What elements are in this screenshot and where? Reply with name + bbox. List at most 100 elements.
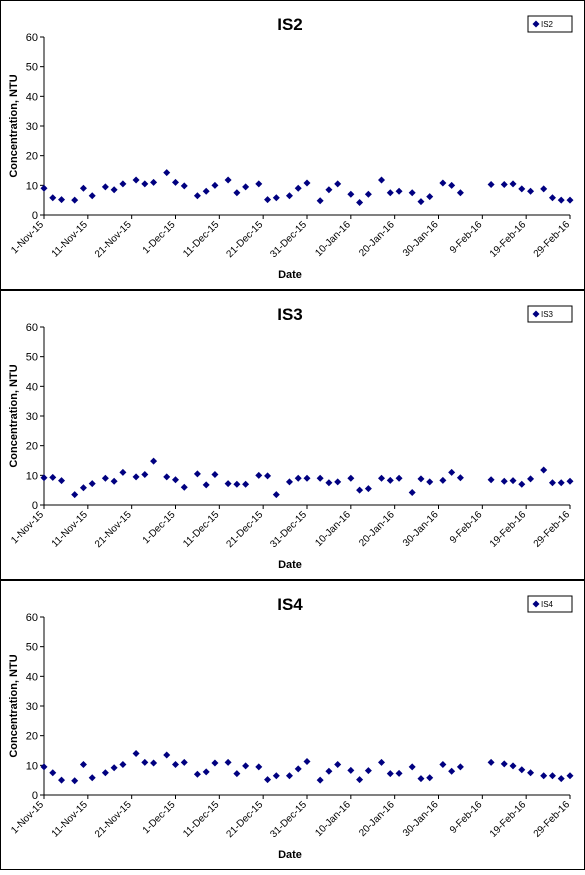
- data-point: [71, 196, 79, 204]
- data-point: [303, 179, 311, 187]
- data-point: [255, 471, 263, 479]
- data-point: [518, 185, 526, 193]
- y-tick-label: 40: [26, 671, 38, 683]
- data-point: [71, 491, 79, 499]
- data-point: [202, 768, 210, 776]
- data-point: [500, 760, 508, 768]
- data-point: [233, 770, 241, 778]
- data-point: [439, 476, 447, 484]
- y-tick-label: 0: [32, 210, 38, 222]
- y-tick-label: 40: [26, 381, 38, 393]
- data-point: [566, 772, 574, 780]
- data-point: [101, 769, 109, 777]
- data-point: [110, 186, 118, 194]
- data-point: [456, 189, 464, 197]
- y-tick-label: 30: [26, 701, 38, 713]
- data-point: [110, 477, 118, 485]
- chart-title: IS4: [277, 595, 303, 614]
- data-point: [172, 760, 179, 768]
- data-point: [233, 189, 241, 197]
- data-point: [303, 757, 311, 765]
- chart-frame: [0, 290, 585, 580]
- data-point: [316, 474, 324, 482]
- data-point: [119, 760, 127, 768]
- data-point: [132, 176, 140, 184]
- data-point: [509, 477, 517, 485]
- data-point: [500, 477, 508, 485]
- data-point: [255, 180, 263, 188]
- data-point: [456, 474, 464, 482]
- data-point: [49, 194, 57, 202]
- data-point: [255, 763, 263, 771]
- data-point: [417, 198, 425, 206]
- data-point: [272, 772, 280, 780]
- data-point: [141, 470, 149, 478]
- data-point: [395, 474, 403, 482]
- data-point: [71, 777, 79, 785]
- data-point: [500, 180, 508, 188]
- data-point: [316, 776, 324, 784]
- data-point: [79, 184, 87, 192]
- data-point: [294, 184, 302, 192]
- y-axis-label: Concentration, NTU: [8, 364, 20, 467]
- data-point: [395, 769, 403, 777]
- legend-box: [527, 595, 573, 613]
- y-tick-label: 30: [26, 121, 38, 133]
- y-tick-label: 10: [26, 760, 38, 772]
- data-point: [386, 770, 394, 778]
- chart-title: IS3: [277, 305, 303, 324]
- x-axis-label: Date: [278, 269, 302, 281]
- chart-frame: [0, 0, 585, 290]
- data-point: [417, 475, 425, 483]
- data-point: [557, 196, 565, 204]
- data-point: [487, 180, 495, 188]
- legend: IS4: [527, 595, 573, 613]
- y-tick-label: 20: [26, 441, 38, 453]
- data-point: [548, 479, 556, 487]
- data-point: [88, 774, 96, 782]
- y-tick-label: 50: [26, 352, 38, 364]
- data-point: [364, 190, 372, 198]
- data-point: [202, 481, 210, 489]
- y-tick-label: 10: [26, 180, 38, 192]
- data-point: [347, 766, 355, 774]
- data-point: [395, 187, 403, 195]
- data-point: [180, 483, 188, 491]
- data-point: [548, 772, 556, 780]
- chart-panel-is3: IS3 0 10 20 30 40 50 60 1-Nov-15 11-Nov-15 21-Nov-…: [0, 290, 585, 580]
- data-point: [408, 189, 416, 197]
- data-point: [426, 478, 434, 486]
- data-point: [426, 193, 434, 201]
- data-point: [172, 178, 179, 186]
- data-point: [79, 760, 87, 768]
- y-tick-label: 60: [26, 322, 38, 334]
- data-point: [518, 480, 526, 488]
- y-tick-label: 10: [26, 470, 38, 482]
- data-point: [180, 182, 188, 190]
- y-tick-label: 40: [26, 91, 38, 103]
- data-point: [303, 474, 311, 482]
- x-axis-label: Date: [278, 849, 302, 861]
- data-point: [378, 176, 386, 184]
- data-point: [110, 764, 118, 772]
- legend-box: [527, 305, 573, 323]
- data-point: [316, 197, 324, 205]
- data-point: [509, 762, 517, 770]
- x-axis-label: Date: [278, 559, 302, 571]
- data-point: [224, 758, 232, 766]
- data-point: [487, 758, 495, 766]
- data-point: [172, 476, 179, 484]
- data-point: [448, 767, 456, 775]
- data-point: [193, 192, 201, 200]
- data-point: [88, 480, 96, 488]
- data-point: [40, 763, 48, 771]
- data-point: [193, 770, 201, 778]
- data-point: [294, 765, 302, 773]
- data-point: [242, 480, 250, 488]
- data-point: [417, 775, 425, 783]
- data-point: [557, 775, 565, 783]
- data-point: [224, 176, 232, 184]
- data-point: [364, 767, 372, 775]
- data-point: [119, 468, 127, 476]
